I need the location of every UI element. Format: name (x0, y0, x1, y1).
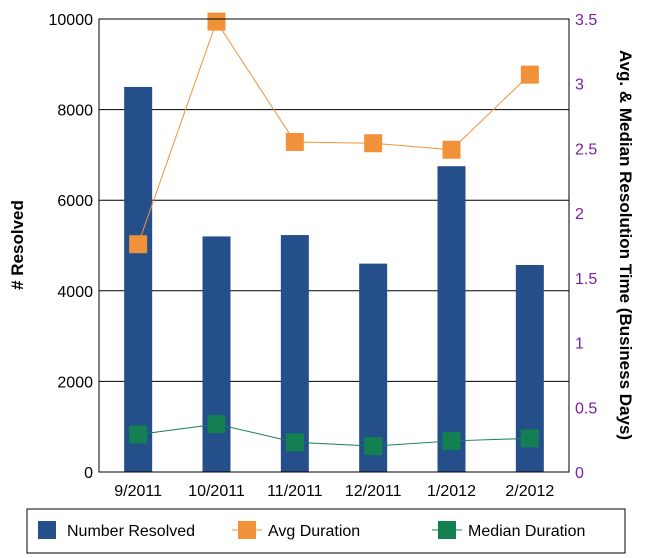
y-axis-left-title: # Resolved (8, 200, 27, 290)
y-left-tick-label: 10000 (49, 12, 94, 29)
line-avg-duration (137, 20, 531, 245)
marker-avg-duration (285, 132, 304, 151)
marker-median-duration (207, 415, 226, 434)
legend-frame (26, 508, 626, 554)
marker-avg-duration (364, 134, 383, 153)
bar-number-resolved (437, 166, 466, 472)
legend: Number Resolved Avg Duration Median Dura… (26, 508, 626, 554)
y-right-tick-label: 0.5 (575, 400, 597, 417)
y-left-tick-label: 6000 (57, 193, 93, 210)
legend-avg-duration-marker (238, 521, 256, 539)
y-axis-right-title: Avg. & Median Resolution Time (Business … (616, 50, 635, 440)
legend-number-resolved-swatch (38, 521, 56, 539)
y-right-tick-label: 2 (575, 206, 584, 223)
x-tick-label: 9/2011 (114, 483, 162, 500)
x-tick-label: 10/2011 (188, 483, 245, 500)
x-tick-label: 2/2012 (505, 483, 554, 500)
legend-median-duration-label: Median Duration (468, 523, 585, 540)
x-tick-label: 1/2012 (427, 483, 476, 500)
y-left-tick-label: 4000 (57, 284, 93, 301)
x-tick-label: 11/2011 (267, 483, 323, 500)
y-right-tick-label: 0 (575, 465, 584, 482)
bar-number-resolved (202, 236, 231, 472)
marker-median-duration (129, 425, 148, 444)
marker-avg-duration (442, 140, 461, 159)
marker-avg-duration (207, 12, 226, 31)
bar-number-resolved (280, 235, 309, 472)
legend-median-duration-marker (438, 521, 456, 539)
marker-median-duration (364, 437, 383, 456)
y-right-tick-label: 1.5 (575, 271, 597, 288)
legend-avg-duration-label: Avg Duration (268, 523, 360, 540)
y-left-tick-label: 0 (84, 465, 93, 482)
marker-median-duration (520, 429, 539, 448)
marker-median-duration (442, 431, 461, 450)
line-median-duration (138, 423, 530, 447)
y-right-tick-label: 3.5 (575, 12, 597, 29)
x-tick-label: 12/2011 (345, 483, 402, 500)
marker-median-duration (285, 433, 304, 452)
legend-number-resolved-label: Number Resolved (67, 523, 195, 540)
marker-avg-duration (520, 65, 539, 84)
y-right-tick-label: 1 (575, 336, 584, 353)
y-left-tick-label: 2000 (57, 374, 93, 391)
y-right-tick-label: 2.5 (575, 141, 597, 158)
y-left-tick-label: 8000 (57, 103, 93, 120)
bar-number-resolved (124, 86, 153, 472)
plot-frame (98, 18, 570, 473)
marker-avg-duration (129, 235, 148, 254)
y-right-tick-label: 3 (575, 77, 584, 94)
